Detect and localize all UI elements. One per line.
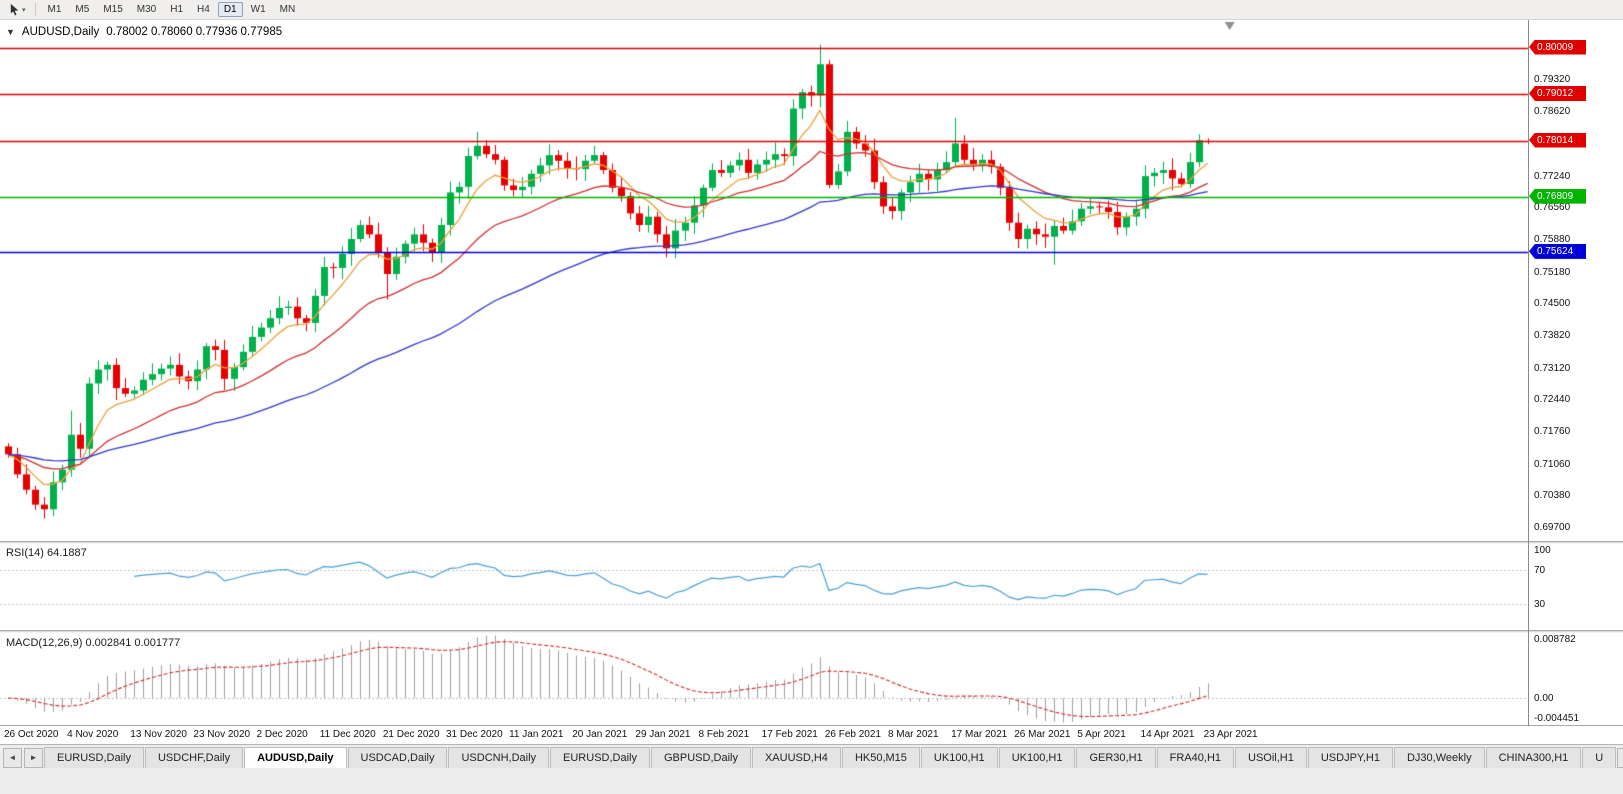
chart-tab-xauusd-h4[interactable]: XAUUSD,H4: [751, 747, 841, 768]
price-axis-border: [1528, 20, 1529, 744]
date-label: 17 Mar 2021: [951, 729, 1008, 740]
date-label: 8 Mar 2021: [887, 729, 939, 740]
chart-tab-bar: ◄ ► EURUSD,Daily USDCHF,Daily AUDUSD,Daily US…: [0, 744, 1623, 794]
macd-axis-min-label: -0.004451: [1534, 713, 1580, 724]
hline-price-tag[interactable]: 0.79012: [1529, 86, 1586, 101]
hline-price-tag[interactable]: 0.80009: [1529, 39, 1586, 55]
price-axis-label: 0.71760: [1534, 425, 1571, 437]
chart-tab-audusd-daily[interactable]: AUDUSD,Daily: [244, 747, 347, 768]
panel-separator-main-rsi[interactable]: [0, 541, 1623, 544]
macd-axis-max-label: 0.008782: [1534, 634, 1576, 645]
chart-tab-dj30-weekly[interactable]: DJ30,Weekly: [1393, 747, 1485, 768]
date-label: 14 Apr 2021: [1140, 729, 1195, 740]
price-axis-label: 0.71060: [1534, 458, 1571, 470]
price-axis-label: 0.74500: [1534, 298, 1571, 310]
chart-tab-eurusd-daily[interactable]: EURUSD,Daily: [550, 747, 650, 768]
chart-tab-usoil-h1[interactable]: USOil,H1: [1235, 747, 1307, 768]
date-axis: 26 Oct 2020 4 Nov 2020 13 Nov 2020 23 Nov 2…: [0, 726, 1623, 744]
panel-separator-macd-dates: [0, 725, 1623, 726]
rsi-axis-label: 30: [1534, 599, 1546, 611]
price-axis-label: 0.79320: [1534, 73, 1571, 85]
price-axis-label: 0.77240: [1534, 170, 1571, 182]
chart-tab-china300-h1[interactable]: CHINA300,H1: [1485, 747, 1582, 768]
date-label: 26 Mar 2021: [1014, 729, 1071, 740]
price-axis-label: 0.72440: [1534, 394, 1571, 406]
date-label: 26 Feb 2021: [824, 729, 881, 740]
date-label: 17 Feb 2021: [761, 729, 818, 740]
price-axis-label: 0.69700: [1534, 521, 1571, 533]
date-label: 13 Nov 2020: [130, 729, 187, 740]
ohlc-values: 0.78002 0.78060 0.77936 0.77985: [106, 26, 283, 38]
date-label: 11 Jan 2021: [509, 729, 564, 740]
chart-tab-usdcnh-daily[interactable]: USDCNH,Daily: [448, 747, 550, 768]
chart-tab-gbpusd-daily[interactable]: GBPUSD,Daily: [651, 747, 751, 768]
date-label: 23 Nov 2020: [193, 729, 251, 740]
price-axis-label: 0.70380: [1534, 490, 1571, 502]
chart-tab-usdchf-daily[interactable]: USDCHF,Daily: [144, 747, 244, 768]
date-label: 26 Oct 2020: [4, 729, 59, 740]
panel-separator-rsi-macd[interactable]: [0, 630, 1623, 633]
chart-tab-u[interactable]: U: [1582, 747, 1617, 768]
hline-price-tag[interactable]: 0.78014: [1529, 132, 1586, 148]
price-axis-label: 0.73820: [1534, 329, 1571, 341]
date-label: 4 Nov 2020: [67, 729, 119, 740]
chart-tab-uk100-h1[interactable]: UK100,H1: [920, 747, 998, 768]
date-label: 31 Dec 2020: [445, 729, 503, 740]
date-label: 21 Dec 2020: [382, 729, 440, 740]
date-label: 23 Apr 2021: [1203, 729, 1258, 740]
rsi-axis-label: 100: [1534, 545, 1551, 556]
hline-price-tag[interactable]: 0.76809: [1529, 188, 1586, 204]
date-label: 29 Jan 2021: [635, 729, 691, 740]
chart-title: ▼ AUDUSD,Daily 0.78002 0.78060 0.77936 0…: [6, 26, 282, 38]
date-label: 5 Apr 2021: [1077, 729, 1126, 740]
macd-axis-zero-label: 0.00: [1534, 693, 1554, 705]
chart-tab-fra40-h1[interactable]: FRA40,H1: [1156, 747, 1235, 768]
tab-scroll-left-button[interactable]: ►: [24, 748, 43, 768]
price-axis-label: 0.75180: [1534, 266, 1571, 278]
chart-tab-uk100-h1[interactable]: UK100,H1: [998, 747, 1076, 768]
price-axis-label: 0.78620: [1534, 106, 1571, 118]
chart-tab-usdjpy-h1[interactable]: USDJPY,H1: [1307, 747, 1393, 768]
tab-scroll-right-button[interactable]: ►: [1617, 748, 1623, 768]
price-axis-label: 0.73120: [1534, 362, 1571, 374]
chart-tab-hk50-m15[interactable]: HK50,M15: [841, 747, 920, 768]
rsi-indicator-label: RSI(14) 64.1887: [6, 547, 87, 559]
symbol-period-label: AUDUSD,Daily: [21, 26, 100, 38]
hline-price-tag[interactable]: 0.75624: [1529, 243, 1586, 259]
chart-tab-usdcad-daily[interactable]: USDCAD,Daily: [347, 747, 448, 768]
chart-tab-ger30-h1[interactable]: GER30,H1: [1076, 747, 1156, 768]
price-axis-label: 0.75880: [1534, 233, 1571, 245]
one-click-trading-toggle[interactable]: ▼: [6, 27, 15, 37]
rsi-axis-label: 70: [1534, 564, 1546, 576]
date-label: 8 Feb 2021: [698, 729, 750, 740]
chart-tab-eurusd-daily[interactable]: EURUSD,Daily: [44, 747, 144, 768]
price-axis-label: 0.76560: [1534, 202, 1571, 214]
macd-indicator-label: MACD(12,26,9) 0.002841 0.001777: [6, 637, 181, 649]
date-label: 2 Dec 2020: [256, 729, 308, 740]
date-label: 20 Jan 2021: [572, 729, 628, 740]
date-label: 11 Dec 2020: [319, 729, 376, 740]
tab-scroll-first-button[interactable]: ◄: [3, 748, 22, 768]
